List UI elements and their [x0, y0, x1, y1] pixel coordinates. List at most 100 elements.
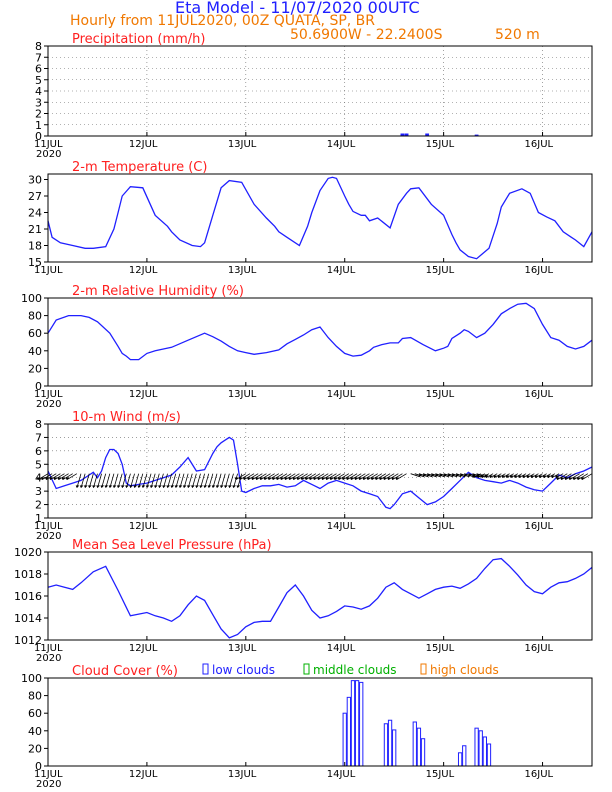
wind-barb [439, 473, 449, 478]
y-tick-label: 6 [35, 63, 42, 76]
wind-barb-head [337, 477, 342, 481]
x-tick-label: 14JUL [327, 139, 356, 150]
wind-barb [555, 473, 564, 479]
wind-barb [167, 473, 173, 488]
wind-barb [322, 473, 333, 481]
x-tick-label: 14JUL [327, 643, 356, 654]
wind-barb-head [137, 485, 142, 489]
wind-barb-head [203, 485, 208, 489]
wind-barb [62, 473, 73, 481]
wind-barb-head [554, 475, 559, 479]
wind-barb-head [246, 477, 251, 481]
x-tick-label: 11JUL [34, 521, 63, 532]
wind-barb [204, 473, 210, 488]
wind-barb [97, 473, 102, 488]
wind-barb-head [195, 485, 200, 489]
wind-barb [264, 473, 275, 481]
wind-barb [375, 473, 387, 481]
panel-2: 15 18 21 24 27 30 11JUL 12JUL 13JUL 14JUL 15JUL 16J… [28, 160, 593, 276]
wind-barb [191, 473, 197, 488]
bar [420, 738, 426, 767]
wind-barb [105, 473, 111, 488]
wind-barb [187, 473, 193, 488]
wind-barb [126, 473, 131, 488]
x-tick-label: 16JUL [525, 389, 554, 400]
wind-barb [289, 473, 300, 481]
wind-barb [233, 473, 238, 488]
wind-barb-head [370, 477, 375, 481]
wind-barb [154, 473, 160, 488]
wind-barb [410, 473, 420, 478]
wind-barb [93, 473, 98, 488]
wind-barb-head [550, 475, 555, 479]
wind-barb [88, 473, 94, 488]
wind-barb-head [572, 477, 577, 481]
wind-barb [101, 473, 107, 488]
wind-barb [280, 473, 292, 481]
wind-barb [66, 473, 78, 481]
middle-legend-swatch [303, 663, 310, 675]
x-tick-label: 13JUL [228, 521, 257, 532]
wind-barb-head [501, 475, 506, 479]
x-tick-label: 11JUL [34, 139, 63, 150]
x-tick-label: 15JUL [426, 389, 455, 400]
wind-barb [175, 473, 181, 488]
wind-barb [346, 473, 358, 481]
bar [412, 721, 417, 767]
y-tick-label: 100 [21, 292, 42, 305]
y-tick-label: 24 [28, 207, 42, 220]
wind-barb [171, 473, 177, 488]
bar [383, 723, 389, 767]
low-legend-label: low clouds [212, 663, 275, 677]
wind-barb-head [199, 485, 204, 489]
wind-barb-head [525, 475, 530, 479]
x-tick-label: 12JUL [129, 769, 158, 780]
wind-barb-head [362, 477, 367, 481]
wind-barb [561, 473, 572, 481]
wind-barb-head [345, 477, 350, 481]
wind-barb-head [36, 477, 41, 481]
wind-barb [109, 473, 115, 488]
wind-barb-head [517, 475, 522, 479]
station-coords: 50.6900W - 22.2400S [290, 27, 443, 43]
panel-frame [47, 297, 593, 387]
wind-barb-head [238, 477, 243, 481]
wind-barb-head [509, 475, 514, 479]
wind-barb-head [92, 485, 97, 489]
panel-6: 0 20 40 60 80 100 11JUL 12JUL 13JUL 14JUL 15JUL 16J… [21, 663, 593, 790]
wind-barb-head [292, 477, 297, 481]
wind-barb [334, 473, 345, 481]
wind-barb-head [232, 485, 237, 489]
x-tick-label: 11JUL [34, 265, 63, 276]
series-line [47, 557, 593, 639]
y-tick-label: 8 [35, 418, 42, 431]
wind-barb-head [513, 475, 518, 479]
wind-barb-head [186, 485, 191, 489]
y-tick-label: 20 [28, 742, 42, 755]
wind-barb [414, 473, 424, 478]
bar [482, 736, 487, 767]
bar [462, 745, 467, 767]
bar [350, 680, 356, 767]
wind-barb-head [488, 475, 493, 479]
wind-barb-head [40, 477, 45, 481]
wind-barb-head [211, 485, 216, 489]
wind-barb-head [358, 477, 363, 481]
y-tick-label: 7 [35, 431, 42, 444]
wind-barb-head [219, 485, 224, 489]
wind-barb-head [79, 485, 84, 489]
panel-title: Precipitation (mm/h) [72, 32, 205, 47]
panel-frame [47, 423, 593, 519]
y-tick-label: 18 [28, 240, 42, 253]
y-tick-label: 1 [35, 512, 42, 525]
wind-barb [247, 473, 259, 481]
wind-barb-head [57, 477, 62, 481]
wind-barb [80, 473, 86, 488]
wind-barb-head [366, 477, 371, 481]
panel-5: 1012 1014 1016 1018 1020 11JUL 12JUL 13JUL 14JUL… [14, 538, 593, 664]
wind-barb-head [497, 475, 502, 479]
wind-barb-head [223, 485, 228, 489]
wind-barb-head [182, 485, 187, 489]
panel-title: 10-m Wind (m/s) [72, 410, 181, 425]
